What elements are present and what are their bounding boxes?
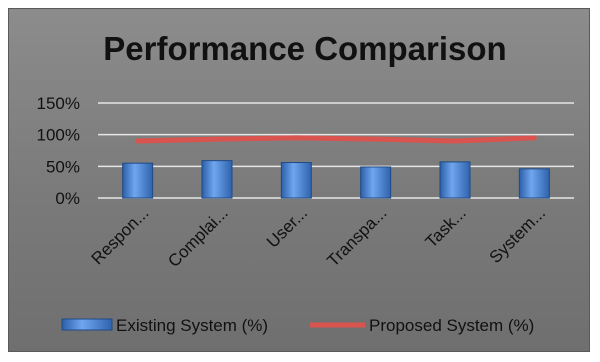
line-series: [135, 135, 537, 144]
x-tick-label: User...: [263, 203, 311, 251]
bar-existing-system: [518, 168, 550, 199]
legend-swatch-existing-system: [61, 318, 113, 331]
chart-title: Performance Comparison: [103, 30, 506, 67]
x-tick-label: Complai...: [164, 203, 232, 271]
bar-series: [122, 160, 550, 199]
y-axis-ticks: 150% 100% 50% 0%: [37, 94, 80, 208]
y-tick-label: 100%: [37, 126, 80, 145]
gridlines: [98, 102, 574, 199]
y-tick-label: 150%: [37, 94, 80, 113]
line-proposed-system: [135, 135, 537, 144]
legend-label-existing-system: Existing System (%): [116, 316, 268, 335]
bar-existing-system: [439, 161, 471, 199]
bar-existing-system: [201, 160, 233, 199]
x-tick-label: Transpa...: [323, 203, 390, 270]
x-tick-label: System...: [486, 203, 550, 267]
x-tick-label: Task...: [422, 203, 470, 251]
bar-existing-system: [360, 166, 392, 199]
x-axis-ticks: Respon... Complai... User... Transpa... Task…: [88, 203, 550, 271]
y-tick-label: 0%: [55, 189, 80, 208]
bar-existing-system: [280, 162, 312, 199]
legend: Existing System (%) Proposed System (%): [61, 316, 534, 335]
y-tick-label: 50%: [46, 157, 80, 176]
bar-existing-system: [122, 162, 154, 199]
x-tick-label: Respon...: [88, 203, 153, 268]
legend-label-proposed-system: Proposed System (%): [369, 316, 534, 335]
